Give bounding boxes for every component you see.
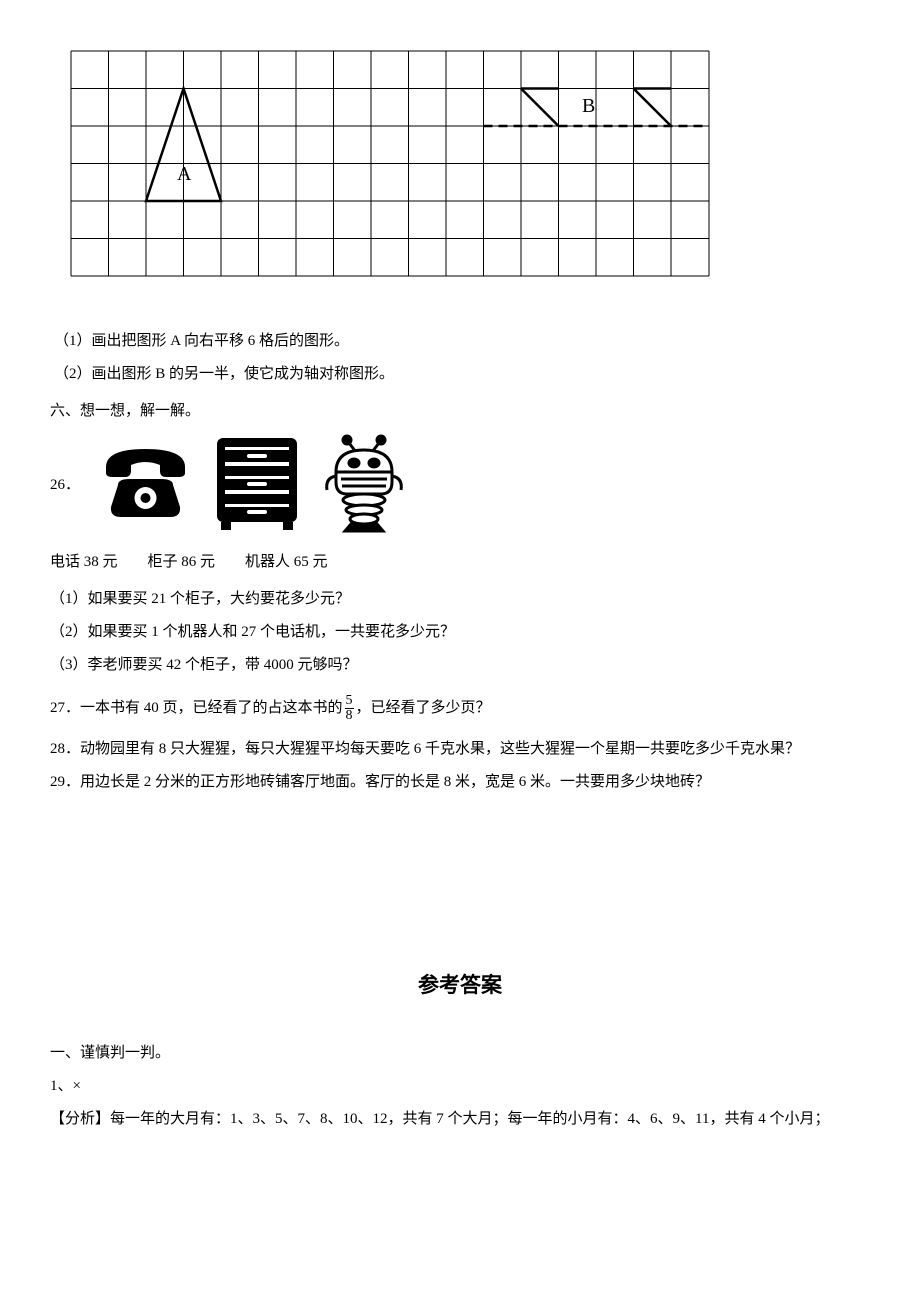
q25-sub1: （1）画出把图形 A 向右平移 6 格后的图形。 xyxy=(54,325,870,358)
q26-sub1: （1）如果要买 21 个柜子，大约要花多少元？ xyxy=(50,583,870,616)
grid-svg: A B xyxy=(70,50,710,277)
analysis-1: 【分析】每一年的大月有：1、3、5、7、8、10、12，共有 7 个大月；每一年… xyxy=(50,1103,870,1136)
q29: 29．用边长是 2 分米的正方形地砖铺客厅地面。客厅的长是 8 米，宽是 6 米… xyxy=(50,766,870,799)
q25-sub2: （2）画出图形 B 的另一半，使它成为轴对称图形。 xyxy=(54,358,870,391)
q26-sub2: （2）如果要买 1 个机器人和 27 个电话机，一共要花多少元？ xyxy=(50,616,870,649)
robot-icon xyxy=(321,432,407,534)
q26-icons-row: 26． xyxy=(50,432,870,534)
label-b: B xyxy=(582,95,595,117)
grid-figure: A B xyxy=(70,50,710,275)
label-a: A xyxy=(177,163,192,185)
answers-title: 参考答案 xyxy=(50,969,870,999)
q27-post: ，已经看了多少页？ xyxy=(356,700,491,716)
cabinet-icon xyxy=(211,434,303,532)
answer-1: 1、× xyxy=(50,1070,870,1103)
section-6-title: 六、想一想，解一解。 xyxy=(50,395,870,428)
q27: 27．一本书有 40 页，已经看了的占这本书的58，已经看了多少页？ xyxy=(50,692,870,725)
phone-icon xyxy=(98,443,193,523)
fraction-5-8: 58 xyxy=(345,694,354,723)
q28: 28．动物园里有 8 只大猩猩，每只大猩猩平均每天要吃 6 千克水果，这些大猩猩… xyxy=(50,733,870,766)
q27-pre: 27．一本书有 40 页，已经看了的占这本书的 xyxy=(50,700,343,716)
q26-prices: 电话 38 元 柜子 86 元 机器人 65 元 xyxy=(50,546,870,579)
q26-sub3: （3）李老师要买 42 个柜子，带 4000 元够吗？ xyxy=(50,649,870,682)
q26-number: 26． xyxy=(50,473,80,494)
answers-sec1: 一、谨慎判一判。 xyxy=(50,1037,870,1070)
